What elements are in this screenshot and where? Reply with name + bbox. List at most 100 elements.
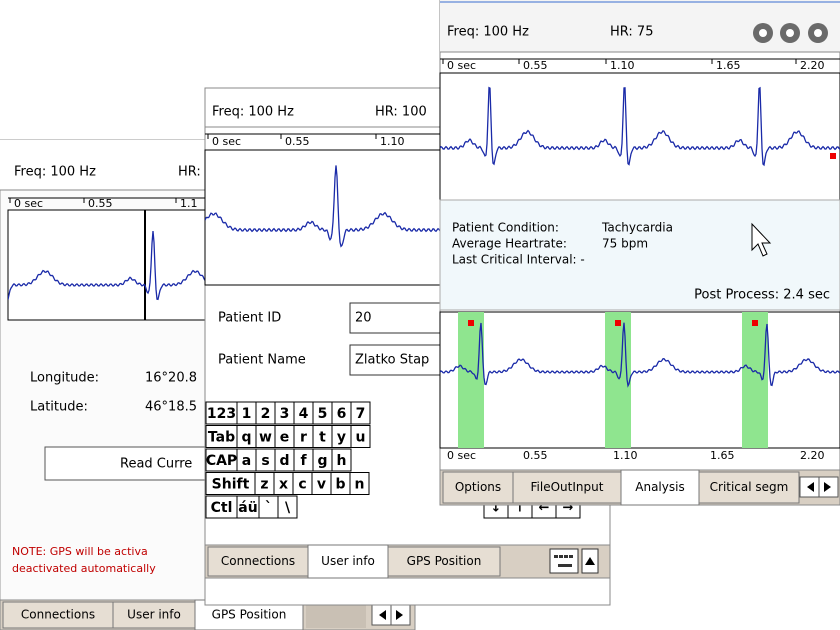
key-label: t [319,430,326,446]
body: Freq: 100 Hz HR: 0 sec 0.55 1.1 Longitude: 16°… [0,0,840,630]
field-value: 46°18.5 [145,400,197,415]
key-label: y [337,430,346,446]
key-label: ` [265,500,272,516]
key-label: n [355,477,365,493]
field-value: 16°20.8 [145,371,197,386]
freq-label: Freq: 100 Hz [14,165,96,180]
tab-label: Analysis [635,480,684,494]
axis-label: 0.55 [523,449,548,462]
note-text: NOTE: GPS will be activa [12,545,148,558]
key-label: f [300,453,307,469]
key-label: c [298,477,306,493]
key-label: Ctl [211,500,233,516]
key-label: h [337,453,347,469]
tab-label: Connections [21,608,95,622]
key-label: q [241,430,251,446]
peak-marker [468,320,474,326]
axis-label: 0.55 [523,59,548,72]
toolbar-glyph [814,29,822,37]
post-process: Post Process: 2.4 sec [694,288,830,303]
field-value: 20 [355,311,372,326]
hr-label: HR: [178,165,201,180]
info-value: Tachycardia [601,221,673,235]
axis-label: 1.10 [610,59,635,72]
note-text: deactivated automatically [12,562,156,575]
key-label: g [317,453,327,469]
key-label: \ [285,500,291,516]
graph-area [440,73,840,200]
key-label: 7 [356,406,366,422]
field-label: Latitude: [30,400,88,415]
axis-label: 0.55 [88,197,113,210]
page: { "gps_window": { "freq": "Freq: 100 Hz"… [0,0,840,630]
axis-label: 1.10 [380,135,405,148]
keyboard-icon-key [564,555,568,558]
axis-label: 2.20 [800,449,825,462]
tab-label: Critical segm [710,480,789,494]
graph-area [440,312,840,448]
key-label: 6 [337,406,347,422]
field-value: Zlatko Stap [355,353,429,368]
field-label: Longitude: [30,371,99,386]
key-label: b [335,477,345,493]
key-label: w [259,430,272,446]
marker [830,153,836,159]
keyboard-icon[interactable] [550,549,578,573]
key-label: 4 [299,406,309,422]
axis-label: 2.20 [800,59,825,72]
peak-marker [752,320,758,326]
tab-label: Options [455,480,501,494]
tab-label: FileOutInput [531,480,604,494]
freq-label: Freq: 100 Hz [212,105,294,120]
key-label: x [279,477,288,493]
axis-label: 1.1 [180,197,198,210]
keyboard-icon-space [558,564,572,567]
key-label: 1 [242,406,252,422]
tab-label: User info [321,554,375,568]
keyboard-icon-key [554,555,558,558]
info-value: 75 bpm [602,237,648,251]
button-label: Read Curre [120,457,192,472]
tab-spacer [306,602,366,628]
axis-label: 0 sec [212,135,241,148]
axis-label: 0 sec [447,449,476,462]
key-label: áü [238,500,257,516]
axis-label: 0 sec [447,59,476,72]
key-label: a [242,453,251,469]
keyboard-icon-key [569,555,573,558]
key-label: e [280,430,290,446]
toolbar-glyph [759,29,767,37]
tab-label: Connections [221,554,295,568]
key-label: 123 [207,406,236,422]
hr-label: HR: 75 [610,25,653,40]
key-label: 5 [318,406,328,422]
key-label: v [317,477,326,493]
axis-label: 0 sec [14,197,43,210]
key-label: d [279,453,289,469]
key-label: CAP [206,453,237,469]
hr-label: HR: 100 [375,105,427,120]
key-label: 3 [280,406,290,422]
key-label: s [261,453,269,469]
tab-label: GPS Position [212,608,287,622]
keyboard-icon-key [559,555,563,558]
axis-label: 1.10 [613,449,638,462]
key-label: u [356,430,366,446]
key-label: z [260,477,268,493]
key-label: r [300,430,307,446]
axis-label: 1.65 [716,59,741,72]
info-label: Last Critical Interval: - [452,253,585,267]
freq-label: Freq: 100 Hz [447,25,529,40]
axis-label: 1.65 [710,449,735,462]
field-label: Patient Name [218,353,306,368]
key-label: 2 [261,406,271,422]
key-label: Tab [208,430,235,446]
info-label: Patient Condition: [452,221,559,235]
field-label: Patient ID [218,311,281,326]
axis-label: 0.55 [285,135,310,148]
key-label: Shift [212,477,250,493]
tab-label: GPS Position [407,554,482,568]
critical-band [742,312,768,448]
tab-label: User info [127,608,181,622]
peak-marker [615,320,621,326]
